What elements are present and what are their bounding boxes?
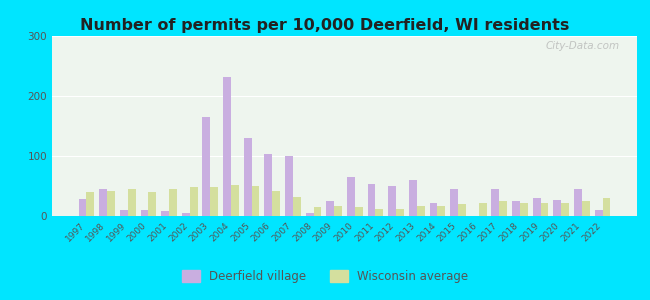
Bar — [120, 210, 128, 216]
Bar — [458, 204, 466, 216]
Bar — [512, 201, 520, 216]
Bar — [231, 185, 239, 216]
Bar — [169, 189, 177, 216]
Bar — [86, 192, 94, 216]
Bar — [244, 138, 252, 216]
Bar — [574, 189, 582, 216]
Bar — [140, 210, 148, 216]
Bar — [223, 77, 231, 216]
Bar — [334, 206, 342, 216]
Bar — [107, 191, 115, 216]
Bar — [79, 199, 86, 216]
Bar — [128, 189, 136, 216]
Bar — [161, 211, 169, 216]
Bar — [252, 186, 259, 216]
Bar — [182, 213, 190, 216]
Text: City-Data.com: City-Data.com — [545, 41, 619, 51]
Bar — [190, 187, 198, 216]
Bar — [211, 187, 218, 216]
Bar — [478, 203, 487, 216]
Bar — [326, 201, 334, 216]
Bar — [355, 207, 363, 216]
Bar — [293, 197, 301, 216]
Text: Number of permits per 10,000 Deerfield, WI residents: Number of permits per 10,000 Deerfield, … — [81, 18, 569, 33]
Bar — [313, 207, 321, 216]
Bar — [450, 189, 458, 216]
Bar — [582, 201, 590, 216]
Bar — [437, 206, 445, 216]
Bar — [148, 192, 156, 216]
Bar — [533, 198, 541, 216]
Bar — [368, 184, 376, 216]
Bar — [553, 200, 561, 216]
Bar — [520, 203, 528, 216]
Bar — [388, 186, 396, 216]
Bar — [499, 201, 507, 216]
Bar — [285, 156, 293, 216]
Bar — [561, 203, 569, 216]
Legend: Deerfield village, Wisconsin average: Deerfield village, Wisconsin average — [177, 266, 473, 288]
Bar — [430, 203, 437, 216]
Bar — [265, 154, 272, 216]
Bar — [202, 117, 211, 216]
Bar — [272, 191, 280, 216]
Bar — [603, 198, 610, 216]
Bar — [409, 180, 417, 216]
Bar — [396, 209, 404, 216]
Bar — [541, 203, 549, 216]
Bar — [595, 210, 603, 216]
Bar — [347, 177, 355, 216]
Bar — [99, 189, 107, 216]
Bar — [417, 206, 424, 216]
Bar — [376, 209, 384, 216]
Bar — [306, 213, 313, 216]
Bar — [491, 189, 499, 216]
